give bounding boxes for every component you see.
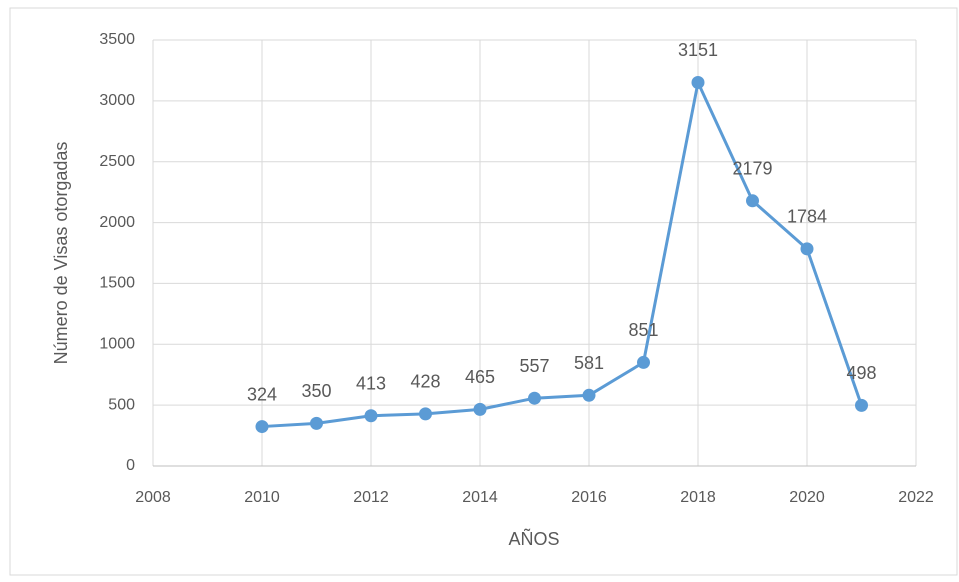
data-label: 557	[519, 356, 549, 376]
x-tick-label: 2012	[353, 489, 389, 506]
data-label: 498	[846, 363, 876, 383]
data-label: 2179	[732, 159, 772, 179]
y-tick-label: 500	[108, 396, 135, 413]
x-tick-label: 2020	[789, 489, 825, 506]
data-label: 3151	[678, 40, 718, 60]
data-label: 851	[628, 320, 658, 340]
marker	[582, 388, 596, 402]
marker	[691, 75, 705, 89]
line	[261, 80, 863, 429]
marker	[528, 391, 541, 405]
marker	[637, 355, 650, 369]
marker	[364, 409, 378, 423]
marker	[419, 407, 432, 421]
y-tick-label: 1000	[99, 336, 135, 353]
x-tick-label: 2014	[462, 489, 498, 506]
x-tick-label: 2016	[571, 489, 607, 506]
y-tick-label: 0	[126, 457, 135, 474]
chart-frame	[9, 7, 958, 576]
data-label: 465	[465, 367, 495, 387]
data-label: 413	[356, 373, 386, 393]
x-tick-label: 2022	[898, 489, 934, 506]
y-axis-title: Número de Visas otorgadas	[51, 142, 71, 365]
x-tick-label: 2018	[680, 489, 716, 506]
data-label: 1784	[787, 207, 827, 227]
x-tick-label: 2010	[244, 489, 280, 506]
y-tick-label: 3500	[99, 31, 135, 48]
marker	[473, 402, 487, 416]
y-tick-label: 2000	[99, 214, 135, 231]
data-label: 350	[301, 381, 331, 401]
marker	[746, 194, 759, 208]
x-axis-title: AÑOS	[508, 528, 559, 549]
y-tick-label: 1500	[99, 275, 135, 292]
data-label: 428	[410, 372, 440, 392]
marker	[310, 416, 323, 430]
x-tick-label: 2008	[135, 489, 171, 506]
data-label: 324	[247, 384, 277, 404]
marker	[855, 398, 868, 412]
marker	[255, 420, 269, 434]
y-tick-label: 2500	[99, 153, 135, 170]
marker	[800, 242, 814, 256]
y-tick-label: 3000	[99, 92, 135, 109]
data-label: 581	[574, 353, 604, 373]
